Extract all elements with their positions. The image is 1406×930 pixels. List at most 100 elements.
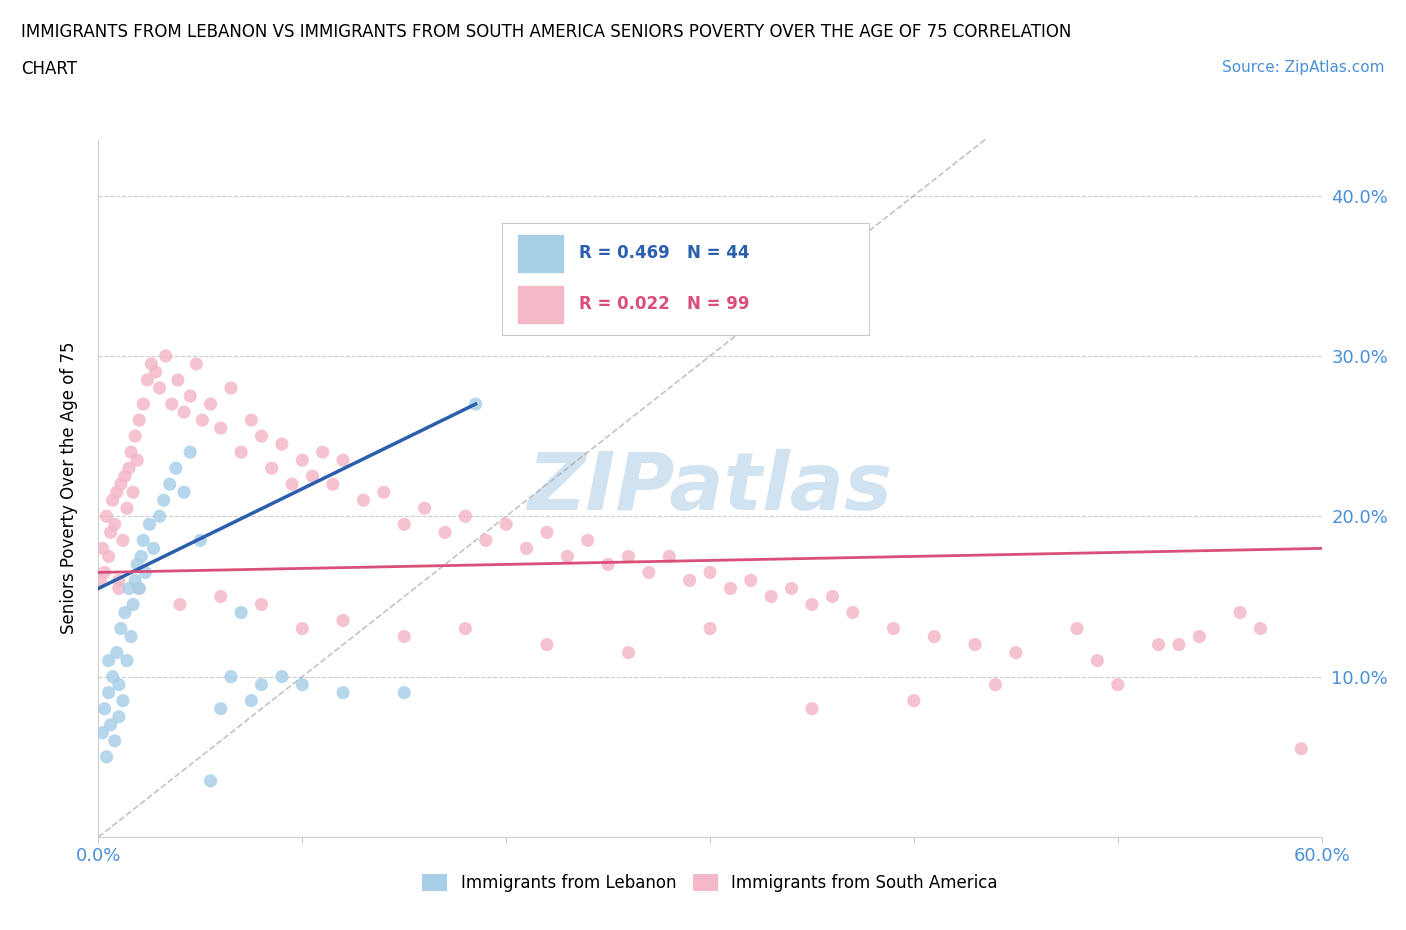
- Point: [97, 549, 120, 564]
- Point: [97, 653, 120, 668]
- Point: [219, 670, 242, 684]
- Point: [434, 525, 457, 539]
- Point: [332, 685, 354, 700]
- Point: [454, 509, 477, 524]
- Point: [1085, 653, 1108, 668]
- Point: [186, 356, 208, 371]
- Point: [114, 605, 136, 620]
- Point: [1004, 645, 1026, 660]
- Point: [617, 549, 640, 564]
- Point: [903, 693, 925, 708]
- Point: [474, 533, 498, 548]
- Point: [699, 565, 721, 580]
- Point: [165, 460, 187, 475]
- Point: [260, 460, 283, 475]
- Point: [454, 621, 477, 636]
- Point: [136, 373, 159, 388]
- Text: Source: ZipAtlas.com: Source: ZipAtlas.com: [1222, 60, 1385, 75]
- Point: [761, 589, 783, 604]
- Point: [93, 565, 115, 580]
- Point: [231, 605, 253, 620]
- Point: [114, 469, 136, 484]
- Point: [152, 493, 174, 508]
- Point: [115, 653, 138, 668]
- Point: [658, 549, 681, 564]
- Point: [173, 405, 195, 419]
- Point: [821, 589, 844, 604]
- Point: [240, 693, 263, 708]
- Point: [97, 685, 120, 700]
- Point: [270, 437, 294, 452]
- Point: [291, 677, 314, 692]
- Point: [1066, 621, 1088, 636]
- Point: [801, 597, 824, 612]
- Point: [111, 533, 134, 548]
- Point: [122, 597, 145, 612]
- Point: [413, 501, 436, 516]
- Point: [209, 701, 232, 716]
- Point: [173, 485, 195, 499]
- Point: [780, 581, 803, 596]
- Point: [159, 477, 181, 492]
- Point: [96, 509, 118, 524]
- Point: [392, 517, 416, 532]
- Point: [127, 453, 149, 468]
- Point: [576, 533, 599, 548]
- Point: [922, 629, 945, 644]
- Y-axis label: Seniors Poverty Over the Age of 75: Seniors Poverty Over the Age of 75: [59, 342, 77, 634]
- Point: [1291, 741, 1313, 756]
- Point: [96, 750, 118, 764]
- Point: [169, 597, 191, 612]
- Point: [91, 541, 114, 556]
- Point: [638, 565, 661, 580]
- Point: [200, 396, 222, 411]
- Point: [301, 469, 323, 484]
- Point: [883, 621, 905, 636]
- Point: [120, 445, 142, 459]
- Point: [250, 677, 273, 692]
- Point: [720, 581, 742, 596]
- Point: [104, 734, 127, 749]
- Point: [141, 356, 163, 371]
- Point: [373, 485, 395, 499]
- Point: [617, 645, 640, 660]
- Point: [127, 557, 149, 572]
- Point: [128, 581, 150, 596]
- Point: [179, 389, 201, 404]
- Point: [841, 605, 863, 620]
- Point: [516, 541, 538, 556]
- Point: [100, 525, 122, 539]
- Point: [392, 685, 416, 700]
- Point: [322, 477, 344, 492]
- Point: [132, 396, 155, 411]
- Point: [679, 573, 702, 588]
- Point: [536, 525, 558, 539]
- Point: [270, 670, 294, 684]
- Point: [110, 621, 132, 636]
- Point: [111, 693, 134, 708]
- Point: [1188, 629, 1211, 644]
- Point: [209, 420, 232, 435]
- Point: [115, 501, 138, 516]
- Point: [101, 493, 124, 508]
- Point: [91, 725, 114, 740]
- Point: [122, 485, 145, 499]
- Point: [557, 549, 579, 564]
- Point: [132, 533, 155, 548]
- Point: [149, 380, 172, 395]
- Point: [332, 613, 354, 628]
- Point: [332, 453, 354, 468]
- Point: [128, 413, 150, 428]
- Point: [124, 573, 146, 588]
- Point: [281, 477, 304, 492]
- Point: [312, 445, 335, 459]
- Point: [464, 396, 486, 411]
- Point: [104, 517, 127, 532]
- Point: [965, 637, 987, 652]
- Point: [160, 396, 183, 411]
- Point: [100, 717, 122, 732]
- Point: [108, 710, 131, 724]
- Point: [167, 373, 190, 388]
- Point: [801, 701, 824, 716]
- Point: [105, 485, 128, 499]
